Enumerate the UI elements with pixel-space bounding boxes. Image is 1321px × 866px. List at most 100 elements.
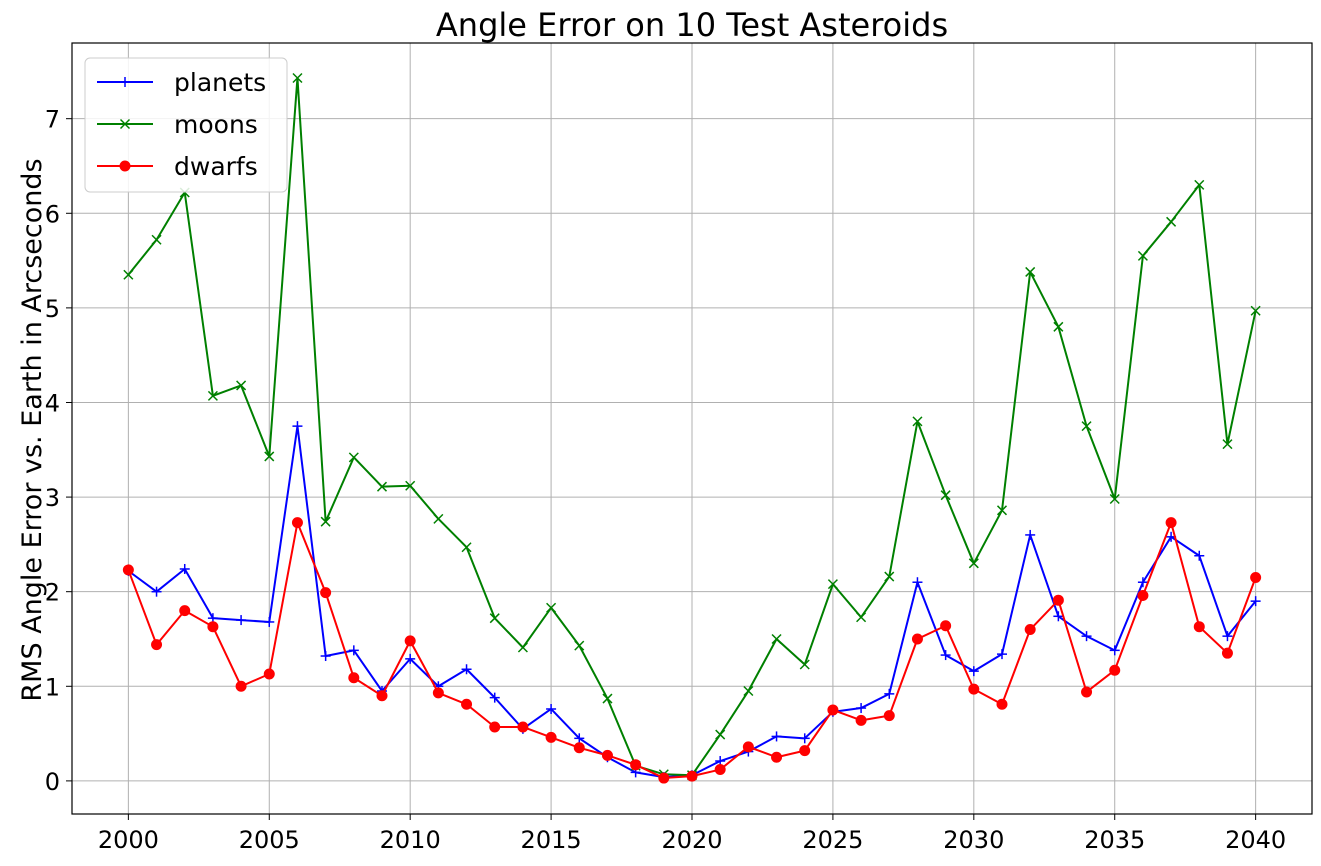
marker-stroke [1166,216,1177,227]
marker-stroke [376,481,388,492]
marker-stroke [968,558,979,569]
data-point-planets [489,692,500,703]
x-tick-label: 2010 [380,826,441,854]
data-point-dwarfs [686,770,698,782]
y-axis-label: RMS Angle Error vs. Earth in Arcseconds [17,158,48,701]
data-point-dwarfs [996,698,1008,710]
marker-stroke [461,542,472,553]
legend: planets moons dwarfs [84,57,288,193]
legend-label: moons [174,110,258,139]
data-point-moons [376,481,388,492]
legend-label: planets [174,68,266,97]
series-dwarfs [122,517,1262,784]
data-point-dwarfs [348,672,360,684]
data-point-moons [292,72,303,84]
axis-ticks: 2000 2005 2010 2015 2020 2025 2030 2035 2040 0 1 2 3… [45,106,1286,854]
data-point-dwarfs [1109,664,1121,676]
data-point-dwarfs [827,704,839,716]
data-point-dwarfs [1052,594,1064,606]
marker-stroke [856,612,867,623]
y-tick-label: 1 [45,673,60,701]
data-point-moons [264,451,275,462]
y-tick-label: 0 [45,768,60,796]
data-point-planets [1194,550,1205,561]
y-tick-label: 2 [45,579,60,607]
marker-stroke [1250,305,1261,316]
marker-stroke [743,685,754,697]
data-point-dwarfs [1250,571,1262,583]
data-point-dwarfs [291,517,303,529]
marker-stroke [119,118,131,130]
data-point-planets [461,664,472,675]
data-point-moons [517,642,528,653]
data-point-moons [1166,216,1177,227]
marker-stroke [546,602,557,613]
data-point-moons [1250,305,1261,316]
data-point-dwarfs [376,690,388,702]
data-point-moons [1222,439,1233,450]
data-point-planets [997,649,1007,660]
marker-stroke [348,452,359,463]
data-point-planets [1109,645,1120,656]
marker-stroke [1137,250,1148,261]
data-point-moons [968,558,979,569]
marker-stroke [292,72,303,84]
data-point-moons [151,234,162,245]
data-point-dwarfs [517,721,529,733]
data-point-dwarfs [911,633,923,645]
data-point-planets [856,703,867,714]
data-point-planets [1137,577,1148,588]
marker-stroke [1194,179,1205,190]
x-tick-label: 2015 [521,826,582,854]
marker-stroke [1109,493,1120,505]
data-point-moons [771,633,782,645]
marker-stroke [884,571,895,582]
data-point-dwarfs [601,749,613,761]
data-point-moons [940,490,951,501]
series-group [122,72,1262,784]
y-tick-label: 3 [45,484,60,512]
data-point-dwarfs [742,741,754,753]
data-point-moons [912,416,923,427]
data-point-planets [884,688,895,699]
data-point-dwarfs [940,620,952,632]
marker-stroke [123,269,134,280]
x-tick-label: 2000 [98,826,159,854]
data-point-moons [715,729,726,740]
data-point-moons [574,640,585,651]
x-tick-label: 2040 [1225,826,1286,854]
x-tick-label: 2005 [239,826,300,854]
data-point-planets [799,733,810,744]
data-point-moons [489,613,500,624]
data-point-planets [968,666,979,677]
legend-marker [119,118,131,130]
data-point-dwarfs [855,714,867,726]
data-point-dwarfs [1024,624,1036,636]
x-tick-label: 2035 [1084,826,1145,854]
data-point-moons [856,612,867,623]
data-point-moons [884,571,895,582]
legend-marker [119,160,131,172]
x-tick-label: 2020 [661,826,722,854]
marker-stroke [1081,421,1092,432]
data-point-moons [236,380,247,391]
data-point-moons [348,452,359,463]
data-point-moons [743,685,754,697]
data-point-planets [320,651,331,662]
marker-stroke [940,490,951,501]
x-tick-label: 2030 [943,826,1004,854]
marker-stroke [264,451,275,462]
data-point-planets [348,645,359,656]
marker-stroke [433,513,444,524]
data-point-dwarfs [714,764,726,776]
data-point-planets [179,563,190,574]
data-point-planets [546,703,557,714]
data-point-moons [461,542,472,553]
data-point-moons [405,480,416,491]
data-point-dwarfs [179,605,191,617]
x-tick-label: 2025 [802,826,863,854]
marker-stroke [827,579,838,590]
marker-stroke [771,633,782,645]
data-point-dwarfs [1137,589,1149,601]
